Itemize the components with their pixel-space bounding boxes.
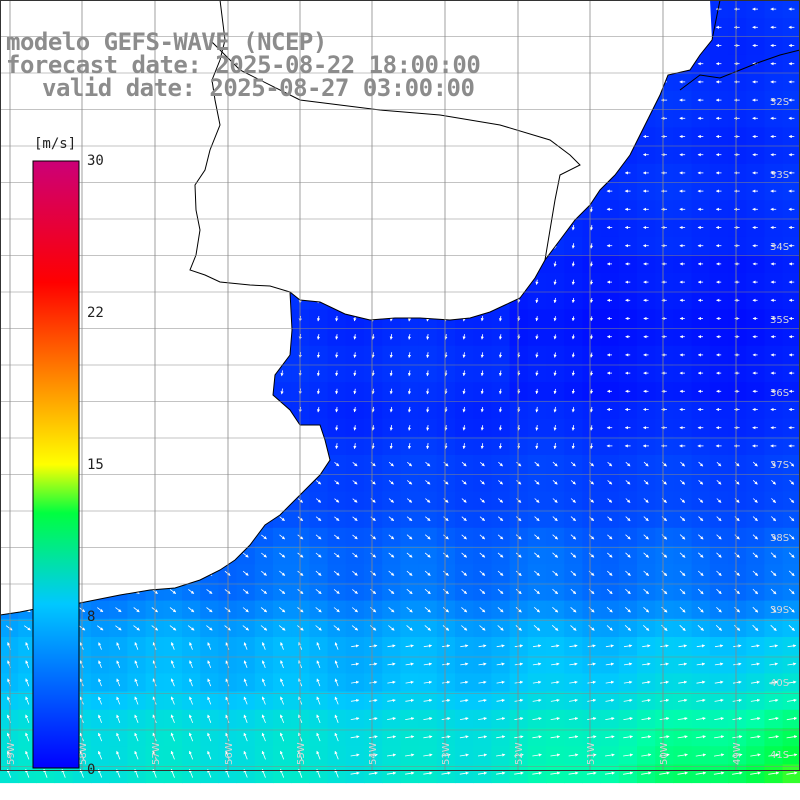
wind-cell [782,618,800,638]
lon-label: 51W [586,742,597,765]
lat-label: 34S [770,242,789,253]
lon-label: 59W [6,742,17,765]
lon-label: 49W [732,742,743,765]
wind-cell [782,491,800,511]
colorbar-tick-30: 30 [87,153,104,169]
wind-cell [782,546,800,565]
lon-label: 53W [441,742,452,765]
wind-cell [782,582,800,602]
colorbar-tick-15: 15 [87,457,104,473]
lon-label: 52W [514,742,525,765]
colorbar-tick-22: 22 [87,305,104,321]
lon-label: 57W [151,742,162,765]
colorbar-tick-8: 8 [87,609,95,625]
lat-label: 35S [770,315,789,326]
wind-cell [782,509,800,529]
wind-cell [782,564,800,583]
lat-label: 32S [770,97,789,108]
lon-label: 54W [368,742,379,765]
lat-label: 41S [770,750,789,761]
lon-label: 50W [659,742,670,765]
colorbar-gradient [32,160,80,769]
valid-date: valid date: 2025-08-27 03:00:00 [42,74,475,102]
colorbar-tick-0: 0 [87,762,95,778]
lat-label: 33S [770,170,789,181]
lat-label: 38S [770,533,789,544]
colorbar-unit: [m/s] [34,136,76,152]
lat-label: 40S [770,678,789,689]
wind-cell [782,473,800,492]
lat-label: 37S [770,460,789,471]
lat-label: 36S [770,388,789,399]
lat-label: 39S [770,605,789,616]
lon-label: 55W [296,742,307,765]
lon-label: 56W [224,742,235,765]
